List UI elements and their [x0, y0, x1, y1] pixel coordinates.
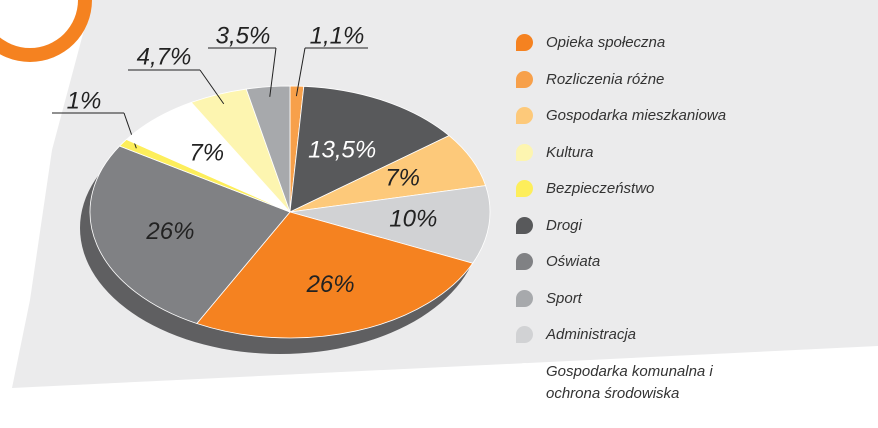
- legend-item: Rozliczenia różne: [516, 69, 746, 91]
- leader-line: [295, 47, 306, 97]
- legend-label: Drogi: [546, 216, 582, 234]
- legend-marker: [516, 70, 533, 88]
- legend-label: Sport: [546, 289, 582, 307]
- legend-item: Bezpieczeństwo: [516, 178, 746, 200]
- legend-marker: [516, 326, 533, 343]
- legend-marker: [516, 253, 533, 270]
- legend-label: Bezpieczeństwo: [546, 180, 655, 197]
- legend-label: Oświata: [546, 253, 601, 270]
- value-label: 4,7%: [137, 43, 192, 70]
- slice: [289, 185, 491, 264]
- legend-item: Gospodarka komunalna i ochrona środowisk…: [516, 361, 746, 405]
- legend-label: Kultura: [546, 143, 594, 161]
- value-label: 26%: [145, 218, 194, 245]
- value-label: 7%: [189, 139, 224, 166]
- legend-label: Opieka społeczna: [546, 34, 666, 51]
- legend-item: Gospodarka mieszkaniowa: [516, 105, 746, 127]
- legend-marker: [516, 143, 533, 161]
- slice: [245, 85, 291, 213]
- value-label: 10%: [389, 205, 437, 232]
- legend-label: Administracja: [546, 326, 637, 343]
- leader-line: [269, 47, 277, 97]
- legend-marker: [516, 289, 533, 307]
- legend-label: Rozliczenia różne: [546, 70, 665, 88]
- value-label: 13,5%: [308, 136, 376, 163]
- value-label: 7%: [385, 165, 420, 192]
- value-label: 1,1%: [310, 22, 365, 49]
- value-label: 3,5%: [216, 22, 271, 49]
- slice: [196, 211, 474, 339]
- badge-inner: [0, 0, 78, 48]
- value-label: 26%: [306, 271, 355, 298]
- value-label: 1%: [67, 87, 102, 114]
- legend-item: Administracja: [516, 324, 746, 346]
- leader-line: [199, 69, 225, 105]
- slice: [289, 85, 450, 213]
- legend-marker: [516, 216, 533, 234]
- legend-item: Sport: [516, 288, 746, 310]
- legend-label: Gospodarka komunalna i ochrona środowisk…: [546, 362, 713, 402]
- legend-marker: [516, 180, 533, 197]
- legend-item: Oświata: [516, 251, 746, 273]
- slice: [89, 145, 291, 324]
- pie: 1,1% 13,5% 7% 10% 26% 26% 1% 7% 4,7% 3,5%: [52, 22, 491, 354]
- legend-marker: [516, 107, 533, 124]
- legend-marker: [516, 362, 533, 380]
- legend-item: Opieka społeczna: [516, 32, 746, 54]
- legend-label: Gospodarka mieszkaniowa: [546, 107, 727, 124]
- legend-marker: [516, 34, 533, 51]
- legend: Opieka społeczna Rozliczenia różne Gospoda…: [516, 32, 746, 419]
- legend-item: Kultura: [516, 142, 746, 164]
- legend-item: Drogi: [516, 215, 746, 237]
